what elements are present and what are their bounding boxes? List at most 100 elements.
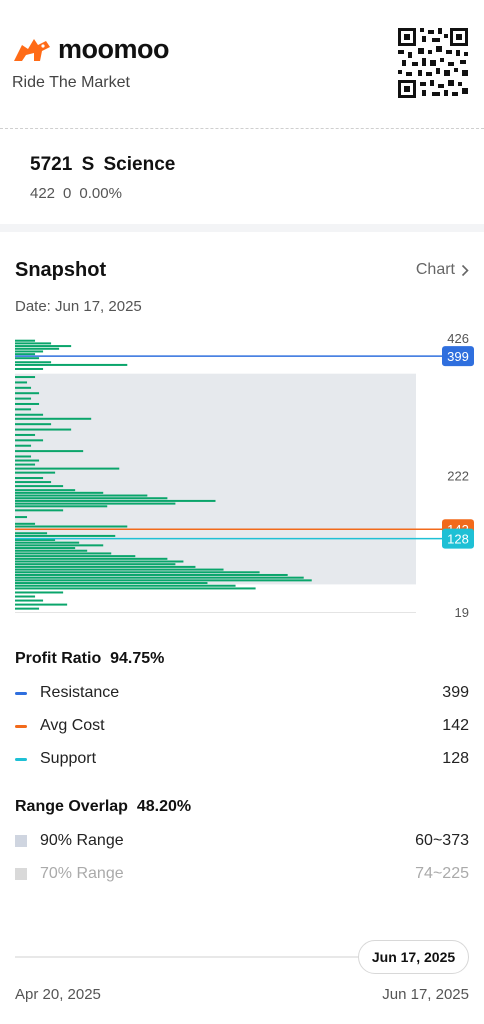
range-overlap-label: Range Overlap — [15, 798, 128, 815]
chip-bar — [15, 491, 104, 494]
range-90-label: 90% Range — [40, 832, 124, 849]
profit-ratio-label: Profit Ratio — [15, 650, 102, 667]
chip-bar — [15, 392, 40, 395]
chip-bar — [15, 565, 196, 568]
chip-bar — [15, 576, 304, 579]
stock-change-pct: 0.00% — [79, 185, 122, 202]
chart-link-label: Chart — [415, 261, 455, 278]
chip-distribution-chart: 42622219399142128 — [15, 331, 474, 620]
chip-bar — [15, 541, 80, 544]
chip-bar — [15, 471, 56, 474]
avg-cost-value: 142 — [442, 717, 469, 734]
profit-ratio: Profit Ratio 94.75% — [15, 650, 164, 668]
chip-bar — [15, 381, 28, 384]
chip-bar — [15, 568, 224, 571]
range-overlap-value: 48.20% — [136, 798, 192, 815]
support-value: 128 — [442, 750, 469, 767]
chip-bar — [15, 481, 52, 484]
chip-bar — [15, 502, 176, 505]
chip-bar — [15, 587, 256, 590]
resistance-row: Resistance 399 — [15, 681, 469, 705]
chip-bar — [15, 347, 60, 350]
chip-bar — [15, 584, 236, 587]
stock-info: 5721 S Science 422 0 0.00% — [0, 130, 484, 224]
resistance-legend-icon — [15, 691, 27, 695]
chip-bar — [15, 534, 116, 537]
chip-bar — [15, 408, 32, 411]
chip-bar — [15, 455, 32, 458]
chip-bar — [15, 599, 44, 602]
y-tick-label: 426 — [447, 331, 469, 346]
chip-bar — [15, 525, 128, 528]
chip-bar — [15, 345, 72, 348]
support-row: Support 128 — [15, 747, 469, 771]
chip-bar — [15, 363, 128, 366]
support-legend-icon — [15, 757, 27, 761]
chip-bar — [15, 485, 64, 488]
timeline-start-date: Apr 20, 2025 — [15, 986, 101, 1003]
chip-bar — [15, 505, 108, 508]
chip-bar — [15, 557, 168, 560]
chip-bar — [15, 376, 36, 379]
chip-bar — [15, 353, 36, 356]
stock-change: 0 — [63, 185, 72, 202]
chip-bar — [15, 467, 120, 470]
range-overlap: Range Overlap 48.20% — [15, 798, 191, 816]
y-tick-label: 19 — [455, 605, 469, 620]
date-timeline-track[interactable] — [15, 956, 469, 958]
chip-bar — [15, 444, 32, 447]
snapshot-date: Date: Jun 17, 2025 — [15, 298, 142, 315]
chip-bar — [15, 413, 44, 416]
range-70-row: 70% Range 74~225 — [15, 862, 469, 886]
chip-bar — [15, 532, 48, 535]
chip-bar — [15, 339, 36, 342]
chip-bar — [15, 342, 52, 345]
chip-bar — [15, 489, 76, 492]
level-badge-label: 399 — [447, 349, 469, 364]
resistance-value: 399 — [442, 684, 469, 701]
chip-bar — [15, 494, 148, 497]
chip-bar — [15, 433, 36, 436]
chip-bar — [15, 595, 36, 598]
chip-bar — [15, 417, 92, 420]
chip-bar — [15, 477, 44, 480]
range-90-legend-icon — [15, 835, 27, 847]
chip-bar — [15, 516, 28, 519]
chip-bar — [15, 402, 40, 405]
range-90-value: 60~373 — [415, 832, 469, 849]
chip-bar — [15, 509, 64, 512]
brand-name: moomoo — [58, 34, 170, 64]
chip-bar — [15, 603, 68, 606]
chip-bar — [15, 552, 112, 555]
chip-bar — [15, 579, 312, 582]
chip-bar — [15, 386, 32, 389]
range-90-row: 90% Range 60~373 — [15, 829, 469, 853]
qr-code-icon — [398, 28, 468, 98]
chip-bar — [15, 357, 40, 360]
chip-bar — [15, 367, 44, 370]
chip-bar — [15, 560, 184, 563]
range-70-value: 74~225 — [415, 865, 469, 882]
bull-logo-icon — [14, 38, 50, 61]
chip-bar — [15, 591, 64, 594]
chart-link[interactable]: Chart — [416, 261, 469, 279]
level-badge — [442, 346, 474, 367]
stock-code: 5721 — [30, 154, 73, 175]
chip-bar — [15, 607, 40, 610]
stock-title: 5721 S Science — [30, 154, 175, 176]
chip-bar — [15, 459, 40, 462]
avg-cost-row: Avg Cost 142 — [15, 714, 469, 738]
chip-bar — [15, 547, 76, 550]
range-90-band — [15, 373, 416, 585]
level-badge — [442, 528, 474, 549]
share-header: moomoo Ride The Market — [0, 0, 484, 128]
date-timeline-handle[interactable]: Jun 17, 2025 — [358, 940, 469, 974]
stock-price: 422 — [30, 185, 56, 202]
brand-tagline: Ride The Market — [12, 74, 130, 91]
chevron-right-icon — [461, 264, 469, 276]
chip-bar — [15, 397, 32, 400]
y-tick-label: 222 — [447, 468, 469, 483]
chip-bar — [15, 571, 260, 574]
chip-bar — [15, 555, 136, 558]
avg-cost-label: Avg Cost — [40, 717, 105, 734]
